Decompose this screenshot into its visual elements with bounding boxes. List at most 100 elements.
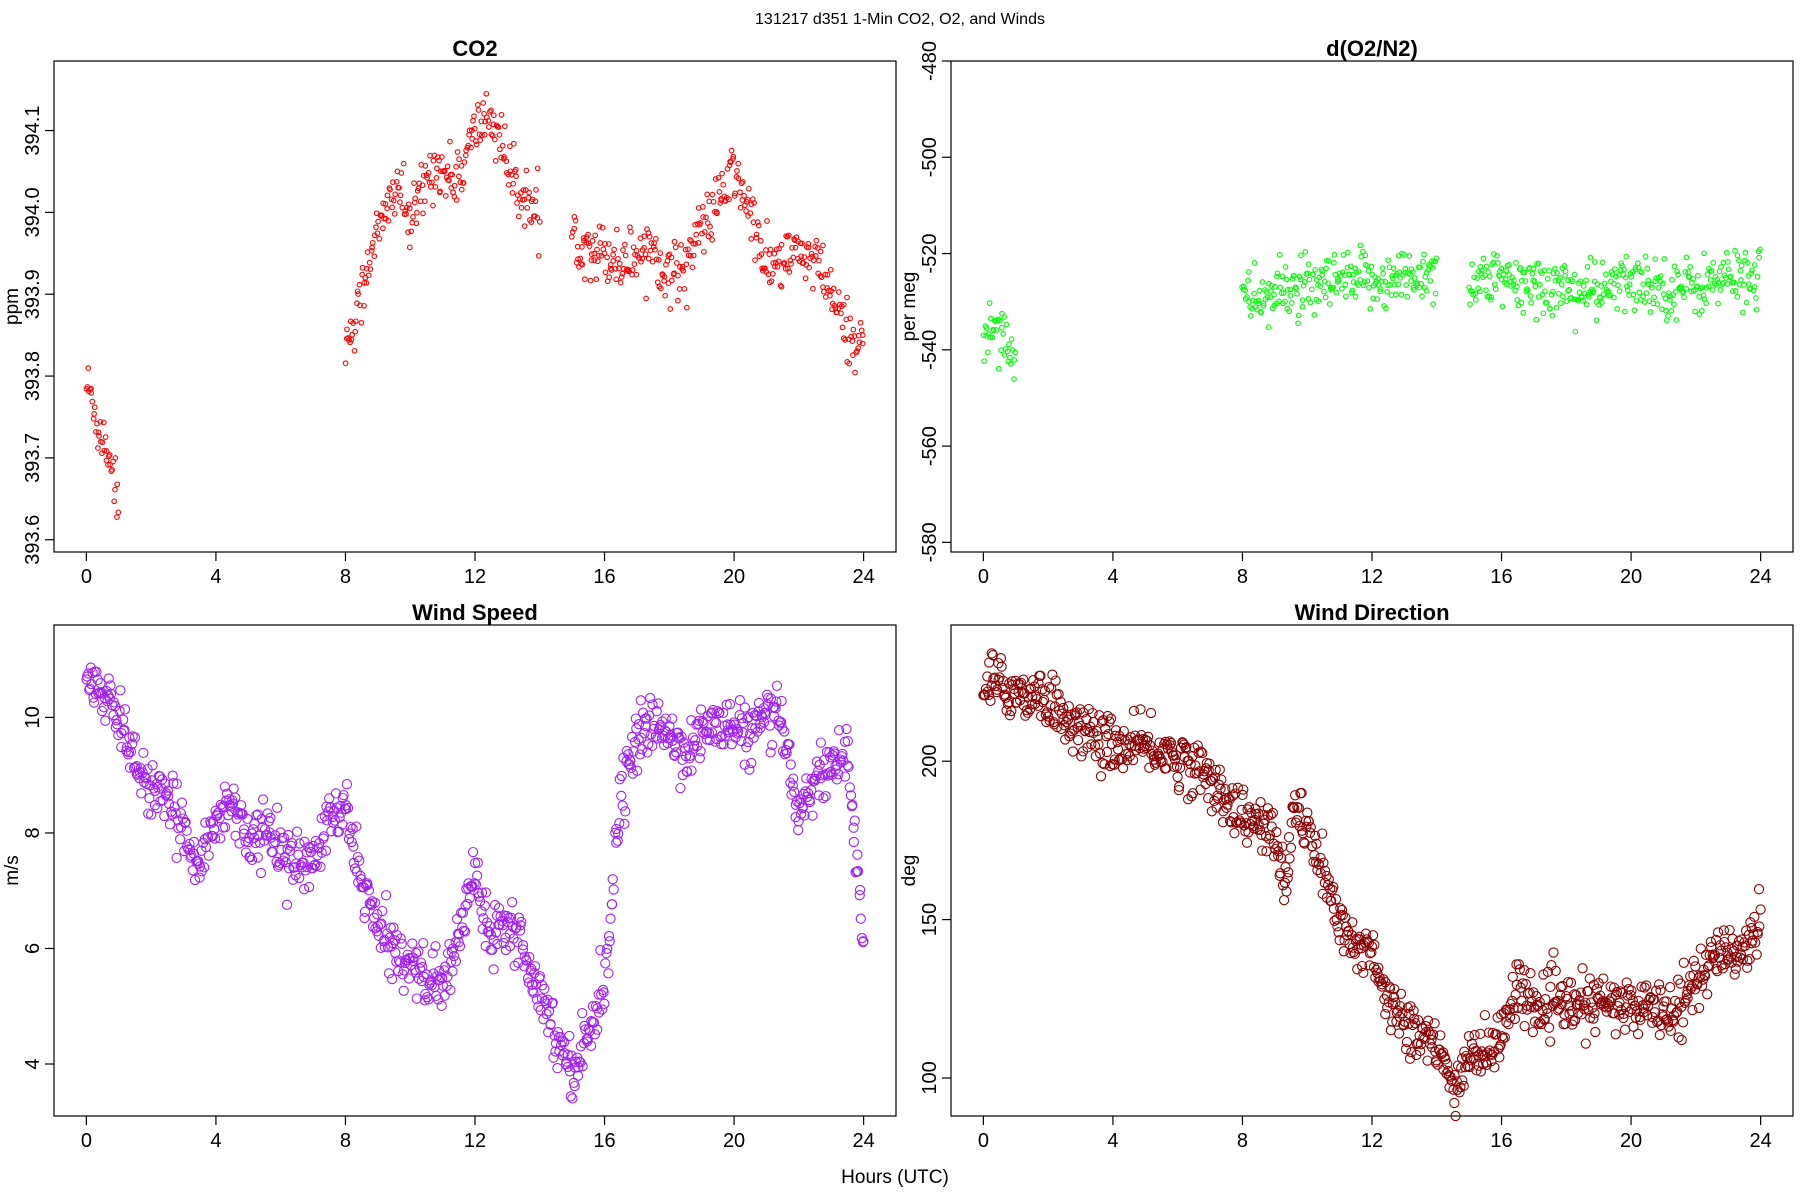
data-point: [385, 922, 396, 933]
data-point: [608, 884, 619, 895]
data-point: [1474, 275, 1481, 281]
data-point: [1015, 677, 1027, 689]
data-point: [799, 240, 805, 247]
data-point: [1430, 301, 1437, 307]
data-point: [1366, 284, 1372, 291]
figure-supertitle: 131217 d351 1-Min CO2, O2, and Winds: [755, 11, 1045, 28]
data-point: [1336, 277, 1342, 284]
data-point: [493, 902, 505, 914]
data-point: [610, 258, 617, 264]
data-point: [1319, 272, 1325, 278]
data-point: [699, 230, 705, 237]
data-point: [1542, 288, 1548, 295]
data-point: [596, 252, 602, 259]
data-point: [1258, 309, 1264, 316]
data-point: [1626, 985, 1637, 996]
data-point: [1623, 253, 1630, 260]
data-point: [1387, 1016, 1398, 1027]
data-point: [119, 724, 130, 736]
data-point: [1475, 285, 1482, 292]
y-tick-label: 8: [22, 827, 44, 838]
data-point: [395, 957, 406, 968]
data-point: [1591, 278, 1598, 285]
data-point: [790, 254, 797, 261]
data-point: [107, 461, 113, 468]
data-point: [1673, 1032, 1684, 1043]
data-point: [1336, 270, 1343, 277]
data-point: [741, 192, 747, 199]
data-point: [1297, 276, 1304, 283]
data-point: [1295, 320, 1301, 327]
data-point: [171, 852, 182, 864]
data-point: [788, 773, 799, 784]
data-point: [1326, 258, 1332, 264]
data-point: [167, 770, 178, 781]
data-point: [305, 846, 317, 858]
data-point: [363, 885, 375, 896]
data-point: [372, 909, 383, 920]
data-point: [362, 879, 373, 891]
data-point: [1561, 263, 1568, 269]
data-point: [571, 225, 578, 232]
data-point: [1305, 822, 1316, 833]
data-point: [345, 821, 356, 833]
data-point: [633, 719, 645, 730]
data-point: [592, 232, 599, 239]
data-point: [351, 347, 358, 354]
data-point: [375, 919, 386, 930]
data-point: [732, 190, 738, 197]
data-point: [817, 273, 824, 279]
data-point: [1283, 867, 1294, 878]
data-point: [671, 270, 677, 277]
data-point: [782, 265, 789, 272]
data-point: [1678, 957, 1689, 968]
data-point: [1317, 828, 1328, 839]
data-point: [1402, 1002, 1413, 1013]
data-point: [1586, 293, 1592, 300]
data-point: [1050, 675, 1061, 686]
data-point: [454, 941, 466, 952]
data-point: [1190, 760, 1201, 771]
data-point: [707, 223, 713, 230]
data-point: [393, 955, 405, 966]
data-point: [1683, 286, 1690, 292]
data-point: [827, 266, 834, 273]
data-point: [536, 219, 543, 225]
data-point: [1260, 831, 1272, 842]
data-point: [352, 328, 359, 335]
data-point: [588, 251, 595, 258]
data-point: [228, 783, 239, 794]
data-point: [131, 769, 143, 780]
data-point: [1349, 948, 1361, 960]
data-point: [1499, 303, 1506, 310]
data-point: [1499, 1032, 1511, 1043]
data-point: [1210, 764, 1221, 776]
data-point: [1004, 348, 1011, 355]
data-point: [318, 831, 330, 842]
data-point: [612, 835, 623, 846]
data-point: [534, 165, 541, 172]
data-point: [580, 1024, 591, 1035]
data-point: [205, 818, 217, 829]
data-point: [1306, 276, 1313, 283]
data-point: [678, 241, 684, 248]
data-point: [763, 247, 769, 253]
data-point: [787, 780, 799, 791]
data-point: [1458, 1080, 1469, 1092]
data-point: [1381, 990, 1392, 1001]
data-point: [848, 836, 859, 848]
data-point: [524, 952, 535, 963]
data-point: [1392, 291, 1399, 298]
data-point: [1714, 276, 1721, 283]
data-point: [802, 275, 809, 282]
data-point: [572, 217, 579, 224]
data-point: [1616, 288, 1623, 294]
data-point: [622, 241, 628, 248]
data-point: [1547, 305, 1553, 312]
data-point: [1577, 963, 1588, 974]
data-point: [599, 224, 606, 231]
data-point: [1299, 304, 1306, 310]
data-point: [117, 714, 129, 725]
